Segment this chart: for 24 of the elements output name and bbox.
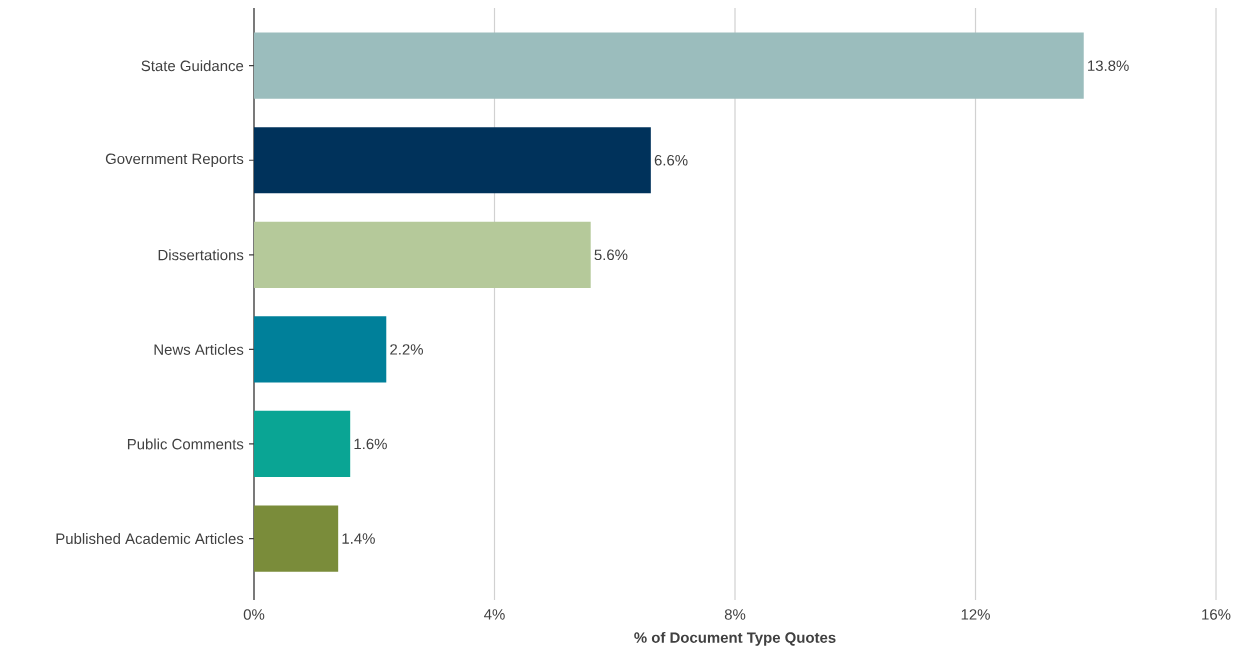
data-label: 1.4%	[342, 533, 375, 544]
x-tick-label: 0%	[243, 609, 265, 620]
bar	[254, 221, 591, 288]
y-tick-label: Government Reports	[105, 153, 244, 168]
x-tick-label: 8%	[724, 609, 746, 620]
data-label: 2.2%	[390, 344, 423, 355]
bar	[254, 32, 1084, 99]
y-tick-label: Dissertations	[158, 249, 244, 261]
x-tick-label: 12%	[961, 609, 990, 620]
bar	[254, 316, 387, 383]
y-tick-label: Public Comments	[127, 438, 244, 450]
data-label: 13.8%	[1088, 60, 1129, 71]
x-axis-title: % of Document Type Quotes	[634, 631, 836, 646]
data-label: 6.6%	[654, 154, 688, 166]
y-tick-label: News Articles	[154, 343, 244, 355]
x-tick-label: 16%	[1202, 609, 1231, 620]
y-tick-label: State Guidance	[141, 60, 244, 72]
data-label: 5.6%	[594, 249, 628, 261]
x-tick-label: 4%	[484, 609, 505, 620]
bar	[254, 505, 339, 572]
bar	[254, 410, 351, 478]
bar	[254, 127, 651, 194]
data-label: 1.6%	[354, 438, 387, 450]
y-tick-label: Published Academic Articles	[56, 533, 244, 545]
